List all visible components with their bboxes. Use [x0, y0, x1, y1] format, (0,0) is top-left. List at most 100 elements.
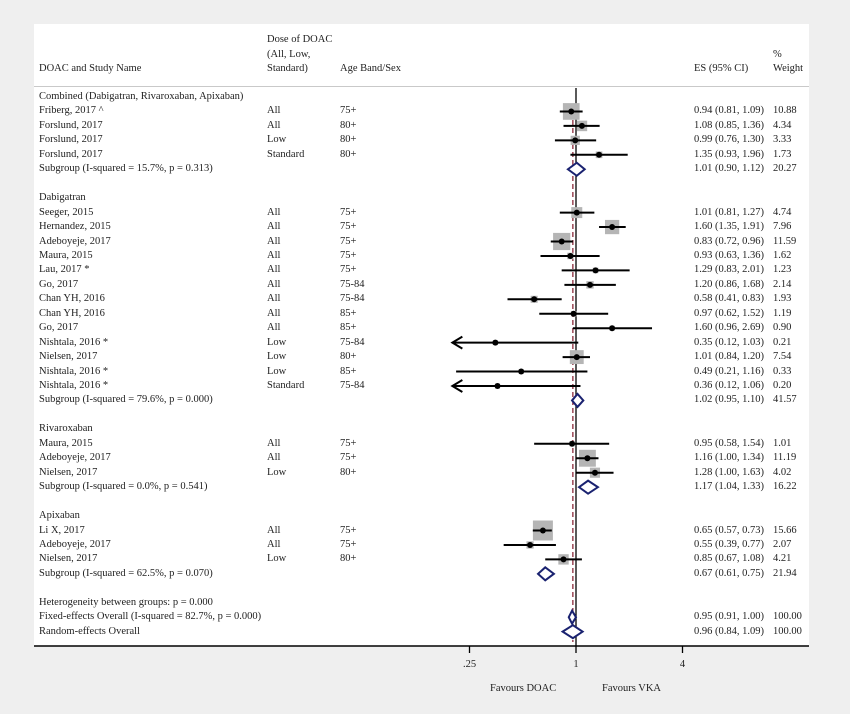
- favours-right-label: Favours VKA: [602, 683, 662, 694]
- study-name: Go, 2017: [39, 278, 79, 290]
- study-name: Forslund, 2017: [39, 134, 103, 146]
- weight-cell: 0.21: [773, 336, 792, 348]
- dose-cell: All: [267, 322, 281, 334]
- dose-cell: All: [267, 105, 281, 117]
- group-heading: Dabigatran: [39, 192, 86, 204]
- header-dose-line1: Dose of DOAC: [267, 34, 333, 45]
- header-weight-line2: Weight: [773, 63, 804, 74]
- study-name: Maura, 2015: [39, 437, 93, 449]
- x-tick-label: 4: [679, 659, 686, 670]
- dose-cell: Standard: [267, 380, 305, 391]
- age-band-cell: 75-84: [340, 293, 365, 305]
- dose-cell: Low: [267, 365, 287, 377]
- dose-cell: All: [267, 437, 281, 449]
- age-band-cell: 75+: [340, 235, 357, 247]
- weight-cell: 100.00: [773, 611, 802, 623]
- dose-cell: All: [267, 235, 281, 247]
- effect-size-cell: 0.95 (0.91, 1.00): [694, 611, 764, 623]
- study-name: Nishtala, 2016 *: [39, 336, 109, 348]
- effect-size-cell: 1.60 (1.35, 1.91): [694, 221, 764, 233]
- effect-size-cell: 0.83 (0.72, 0.96): [694, 235, 764, 247]
- point-estimate: [570, 310, 577, 317]
- point-estimate: [558, 238, 565, 245]
- age-band-cell: 85+: [340, 365, 357, 377]
- weight-cell: 41.57: [773, 394, 797, 406]
- age-band-cell: 75-84: [340, 336, 365, 348]
- weight-cell: 10.88: [773, 105, 797, 117]
- subgroup-diamond: [570, 392, 585, 409]
- header-separator: [34, 86, 809, 87]
- point-estimate: [609, 325, 616, 332]
- dose-cell: All: [267, 264, 281, 276]
- subgroup-label: Subgroup (I-squared = 0.0%, p = 0.541): [39, 481, 208, 493]
- effect-size-cell: 1.35 (0.93, 1.96): [694, 148, 764, 160]
- age-band-cell: 80+: [340, 466, 357, 478]
- effect-size-cell: 0.95 (0.58, 1.54): [694, 437, 764, 449]
- effect-size-cell: 0.36 (0.12, 1.06): [694, 380, 764, 391]
- header-es: ES (95% CI): [694, 63, 749, 74]
- effect-size-cell: 0.67 (0.61, 0.75): [694, 567, 764, 579]
- effect-size-cell: 1.16 (1.00, 1.34): [694, 452, 764, 464]
- age-band-cell: 75+: [340, 524, 357, 536]
- effect-size-cell: 1.01 (0.81, 1.27): [694, 206, 764, 218]
- effect-size-cell: 0.65 (0.57, 0.73): [694, 524, 764, 536]
- age-band-cell: 80+: [340, 134, 357, 146]
- study-name: Go, 2017: [39, 322, 79, 334]
- study-name: Seeger, 2015: [39, 206, 94, 218]
- weight-cell: 4.21: [773, 553, 792, 565]
- study-name: Nielsen, 2017: [39, 553, 98, 565]
- dose-cell: Standard: [267, 148, 305, 160]
- header-age: Age Band/Sex: [340, 63, 401, 74]
- forest-plot-panel: [34, 24, 809, 646]
- point-estimate: [567, 252, 574, 259]
- effect-size-cell: 1.08 (0.85, 1.36): [694, 119, 764, 131]
- dose-cell: All: [267, 538, 281, 550]
- effect-size-cell: 0.94 (0.81, 1.09): [694, 105, 764, 117]
- header-weight-line1: %: [773, 49, 782, 60]
- study-name: Chan YH, 2016: [39, 293, 105, 305]
- effect-size-cell: 1.29 (0.83, 2.01): [694, 264, 764, 276]
- age-band-cell: 75+: [340, 206, 357, 218]
- dose-cell: All: [267, 119, 281, 131]
- weight-cell: 4.02: [773, 466, 792, 478]
- study-name: Nishtala, 2016 *: [39, 365, 109, 377]
- weight-cell: 2.14: [773, 278, 792, 290]
- study-name: Nielsen, 2017: [39, 351, 98, 363]
- effect-size-cell: 0.99 (0.76, 1.30): [694, 134, 764, 146]
- study-name: Adeboyeje, 2017: [39, 538, 111, 550]
- point-estimate: [573, 209, 580, 216]
- point-estimate: [531, 296, 538, 303]
- weight-cell: 2.07: [773, 538, 792, 550]
- effect-size-cell: 0.93 (0.63, 1.36): [694, 249, 764, 261]
- effect-size-cell: 1.01 (0.90, 1.12): [694, 163, 764, 175]
- point-estimate: [492, 339, 499, 346]
- effect-size-cell: 0.55 (0.39, 0.77): [694, 538, 764, 550]
- effect-size-cell: 0.97 (0.62, 1.52): [694, 307, 764, 319]
- overall-label: Random-effects Overall: [39, 625, 140, 637]
- subgroup-diamond: [566, 161, 587, 178]
- weight-cell: 0.33: [773, 365, 792, 377]
- weight-cell: 11.19: [773, 452, 797, 464]
- study-name: Forslund, 2017: [39, 119, 103, 131]
- age-band-cell: 75+: [340, 264, 357, 276]
- point-estimate: [573, 354, 580, 361]
- x-tick-label: .25: [462, 659, 477, 670]
- weight-cell: 0.20: [773, 380, 792, 391]
- effect-size-cell: 1.01 (0.84, 1.20): [694, 351, 764, 363]
- weight-cell: 15.66: [773, 524, 797, 536]
- header-study: DOAC and Study Name: [39, 63, 142, 74]
- weight-cell: 16.22: [773, 481, 797, 493]
- point-estimate: [568, 108, 575, 115]
- header-dose-line2: (All, Low,: [267, 49, 311, 60]
- weight-cell: 4.34: [773, 119, 792, 131]
- point-estimate: [494, 383, 501, 389]
- weight-cell: 3.33: [773, 134, 792, 146]
- weight-cell: 20.27: [773, 163, 797, 175]
- age-band-cell: 80+: [340, 553, 357, 565]
- weight-cell: 7.54: [773, 351, 792, 363]
- point-estimate: [569, 440, 576, 447]
- point-estimate: [518, 368, 525, 375]
- weight-cell: 1.23: [773, 264, 792, 276]
- study-name: Nielsen, 2017: [39, 466, 98, 478]
